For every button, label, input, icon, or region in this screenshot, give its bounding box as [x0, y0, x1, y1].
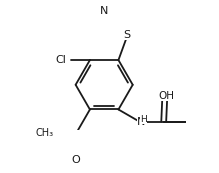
Text: N: N	[137, 117, 145, 127]
Text: CH₃: CH₃	[36, 128, 54, 138]
Text: N: N	[100, 6, 109, 16]
Text: H: H	[140, 115, 147, 124]
Text: S: S	[124, 30, 131, 40]
Text: O: O	[71, 155, 80, 165]
Text: OH: OH	[158, 91, 174, 101]
Text: Cl: Cl	[55, 55, 66, 65]
